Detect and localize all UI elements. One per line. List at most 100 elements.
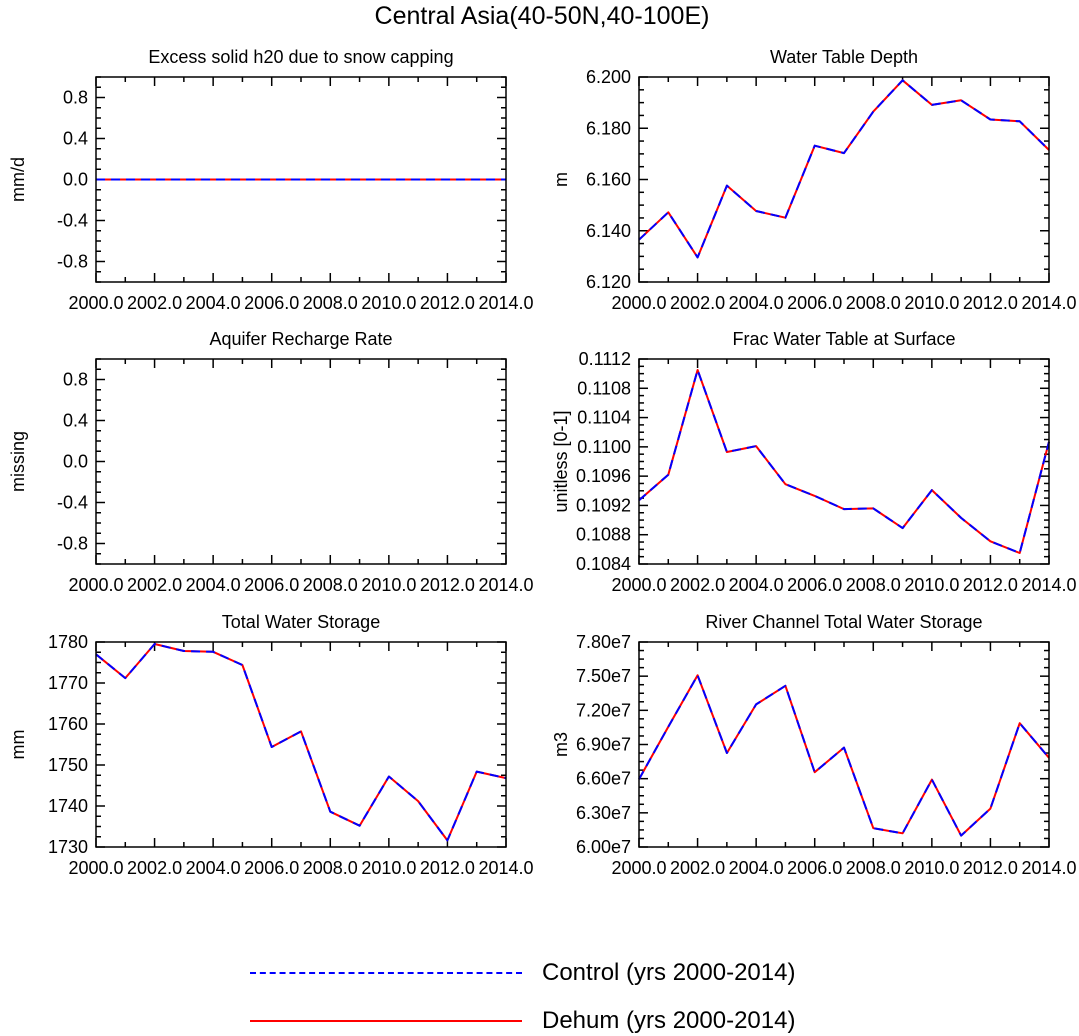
x-tick-label: 2014.0	[1021, 858, 1076, 878]
panel-title: Total Water Storage	[222, 612, 380, 632]
y-tick-label: 0.1092	[576, 495, 631, 515]
panel-title: Frac Water Table at Surface	[732, 329, 955, 349]
x-tick-label: 2002.0	[127, 858, 182, 878]
x-tick-label: 2010.0	[904, 858, 959, 878]
series-line-dehum	[95, 643, 507, 842]
x-tick-label: 2002.0	[670, 293, 725, 313]
x-tick-label: 2008.0	[846, 858, 901, 878]
y-tick-label: 6.60e7	[576, 769, 631, 789]
y-tick-label: 0.1088	[576, 525, 631, 545]
y-tick-label: 6.180	[586, 118, 631, 138]
panel-aquifer-recharge-rate: Aquifer Recharge Rate missing 2000.0 2002.0…	[8, 329, 534, 595]
x-tick-label: 2010.0	[904, 293, 959, 313]
y-tick-label: 1740	[48, 796, 88, 816]
y-axis-label: missing	[8, 431, 28, 492]
plot-frame	[638, 358, 1050, 565]
x-tick-label: 2010.0	[361, 575, 416, 595]
x-tick-label: 2002.0	[127, 293, 182, 313]
series-line-control	[638, 79, 1050, 259]
y-tick-label: 1760	[48, 714, 88, 734]
legend-entry-dehum: Dehum (yrs 2000-2014)	[240, 1006, 860, 1036]
series-line-dehum	[638, 369, 1050, 554]
y-tick-label: -0.8	[57, 534, 88, 554]
panel-title: Aquifer Recharge Rate	[209, 329, 392, 349]
legend-label-dehum: Dehum (yrs 2000-2014)	[542, 1007, 796, 1034]
panel-river-channel-total-water-storage: River Channel Total Water Storage m3 2000.…	[551, 612, 1077, 878]
x-tick-label: 2004.0	[729, 858, 784, 878]
plot-frame	[638, 76, 1050, 283]
y-tick-label: 0.1112	[579, 349, 631, 369]
x-tick-label: 2010.0	[904, 575, 959, 595]
x-tick-label: 2006.0	[787, 858, 842, 878]
x-tick-label: 2012.0	[420, 575, 475, 595]
y-tick-label: -0.4	[57, 211, 88, 231]
y-tick-label: 6.160	[586, 170, 631, 190]
y-tick-label: 6.120	[586, 272, 631, 292]
x-tick-label: 2002.0	[670, 858, 725, 878]
y-tick-label: 0.1104	[577, 408, 631, 428]
panel-excess-solid-h20-due-to-snow-capping: Excess solid h20 due to snow capping mm/d…	[8, 47, 534, 313]
y-tick-label: 0.4	[63, 411, 88, 431]
y-axis-label: m	[551, 172, 571, 187]
panel-frac-water-table-at-surface: Frac Water Table at Surface unitless [0-1…	[551, 329, 1077, 595]
y-tick-label: 1770	[48, 673, 88, 693]
x-tick-label: 2002.0	[670, 575, 725, 595]
x-tick-label: 2012.0	[420, 858, 475, 878]
legend-label-control: Control (yrs 2000-2014)	[542, 959, 796, 986]
y-tick-label: 7.20e7	[576, 700, 631, 720]
y-tick-label: 0.1100	[577, 437, 631, 457]
x-tick-label: 2006.0	[244, 858, 299, 878]
figure-title: Central Asia(40-50N,40-100E)	[375, 2, 710, 30]
y-tick-label: 0.8	[63, 88, 88, 108]
x-tick-label: 2006.0	[244, 575, 299, 595]
x-tick-label: 2014.0	[478, 293, 533, 313]
y-tick-label: 0.4	[63, 129, 88, 149]
plot-frame	[95, 641, 507, 848]
y-tick-label: 6.30e7	[576, 803, 631, 823]
plot-frame	[638, 641, 1050, 848]
y-tick-label: 6.200	[586, 67, 631, 87]
panel-title: Water Table Depth	[770, 47, 918, 67]
x-tick-label: 2000.0	[611, 293, 666, 313]
y-tick-label: 7.50e7	[576, 666, 631, 686]
x-tick-label: 2012.0	[963, 575, 1018, 595]
series-line-control	[638, 674, 1050, 837]
y-tick-label: 0.1084	[576, 554, 631, 574]
y-tick-label: -0.8	[57, 252, 88, 272]
x-tick-label: 2008.0	[846, 293, 901, 313]
figure-canvas: Central Asia(40-50N,40-100E) Excess soli…	[8, 2, 1077, 878]
y-axis-label: mm	[8, 730, 28, 760]
x-tick-label: 2006.0	[787, 293, 842, 313]
x-tick-label: 2014.0	[478, 858, 533, 878]
legend-entry-control: Control (yrs 2000-2014)	[240, 958, 860, 988]
x-tick-label: 2008.0	[846, 575, 901, 595]
legend-sample-dehum	[250, 1020, 522, 1022]
x-tick-label: 2000.0	[68, 858, 123, 878]
y-tick-label: 0.1096	[576, 466, 631, 486]
x-tick-label: 2014.0	[478, 575, 533, 595]
x-tick-label: 2012.0	[420, 293, 475, 313]
y-tick-label: 6.140	[586, 221, 631, 241]
x-tick-label: 2004.0	[729, 293, 784, 313]
x-tick-label: 2000.0	[611, 575, 666, 595]
x-tick-label: 2000.0	[611, 858, 666, 878]
y-tick-label: 1750	[48, 755, 88, 775]
y-axis-label: mm/d	[8, 157, 28, 202]
y-tick-label: 0.0	[63, 452, 88, 472]
panel-title: River Channel Total Water Storage	[705, 612, 982, 632]
y-tick-label: 0.1108	[577, 378, 631, 398]
y-tick-label: -0.4	[57, 493, 88, 513]
x-tick-label: 2010.0	[361, 293, 416, 313]
legend-sample-control	[250, 972, 522, 974]
series-line-control	[638, 369, 1050, 554]
x-tick-label: 2010.0	[361, 858, 416, 878]
x-tick-label: 2008.0	[303, 293, 358, 313]
plot-frame	[95, 76, 507, 283]
x-tick-label: 2006.0	[244, 293, 299, 313]
y-tick-label: 6.90e7	[576, 735, 631, 755]
x-tick-label: 2012.0	[963, 293, 1018, 313]
x-tick-label: 2014.0	[1021, 575, 1076, 595]
series-line-dehum	[638, 79, 1050, 259]
y-axis-label: m3	[551, 732, 571, 757]
